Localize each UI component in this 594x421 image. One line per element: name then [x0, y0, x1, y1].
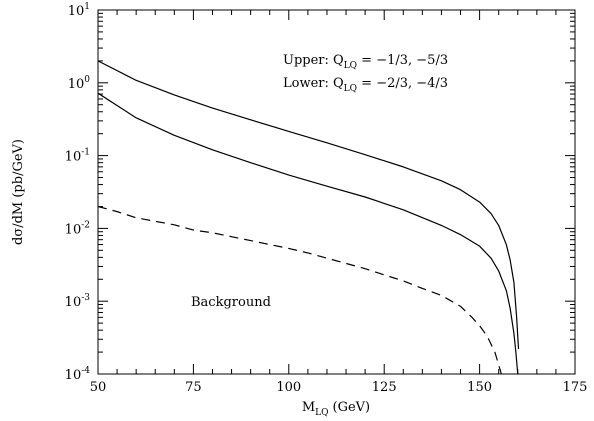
- annotation-upper: Upper: QLQ = −1/3, −5/3: [283, 53, 448, 71]
- series-line-1: [97, 60, 520, 350]
- annotation-background: Background: [191, 295, 271, 310]
- y-tick-label: 101: [68, 2, 90, 19]
- series-line-2: [97, 92, 519, 375]
- series-line-3: [97, 205, 502, 375]
- y-axis-title: dσ/dM (pb/GeV): [11, 139, 26, 245]
- series-curves: [97, 60, 520, 375]
- x-tick-label: 75: [185, 380, 202, 395]
- x-tick-label: 50: [90, 380, 107, 395]
- annotation-lower: Lower: QLQ = −2/3, −4/3: [283, 76, 448, 94]
- tick-labels: 50 75 100 125 150 175 10-4 10-3 10-2 10-1 100 101: [65, 2, 588, 395]
- y-tick-label: 10-4: [65, 366, 91, 383]
- x-tick-label: 100: [276, 380, 301, 395]
- x-tick-label: 150: [467, 380, 492, 395]
- plot-frame: [97, 9, 576, 375]
- axis-ticks: [97, 10, 576, 375]
- y-tick-label: 10-1: [65, 148, 90, 165]
- y-tick-label: 10-3: [65, 293, 91, 310]
- x-tick-label: 125: [372, 380, 397, 395]
- x-axis-title: MLQ (GeV): [302, 400, 370, 418]
- y-tick-label: 100: [68, 75, 91, 92]
- y-tick-label: 10-2: [65, 220, 90, 237]
- x-tick-label: 175: [563, 380, 588, 395]
